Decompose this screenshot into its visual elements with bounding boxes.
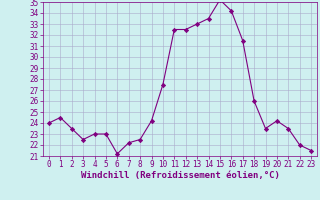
X-axis label: Windchill (Refroidissement éolien,°C): Windchill (Refroidissement éolien,°C) xyxy=(81,171,279,180)
